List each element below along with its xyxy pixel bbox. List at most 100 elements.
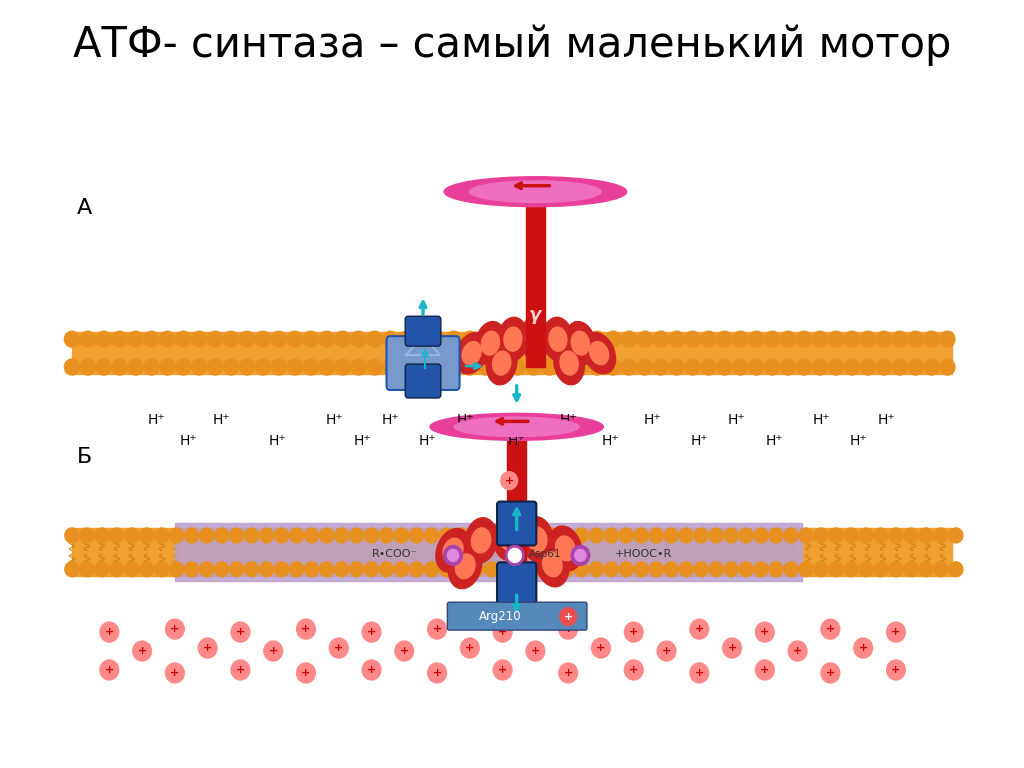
Text: R•COO⁻: R•COO⁻: [373, 549, 418, 559]
Circle shape: [625, 660, 643, 680]
Circle shape: [469, 562, 483, 577]
Circle shape: [303, 359, 318, 375]
Text: Arg210: Arg210: [478, 610, 521, 623]
Circle shape: [934, 562, 948, 577]
Text: +: +: [367, 665, 376, 675]
Ellipse shape: [465, 518, 498, 563]
Text: +: +: [563, 668, 572, 678]
Circle shape: [784, 528, 798, 543]
Bar: [72, 333, 952, 374]
Circle shape: [780, 331, 796, 347]
Circle shape: [542, 331, 557, 347]
Circle shape: [649, 562, 664, 577]
Circle shape: [100, 660, 119, 680]
Circle shape: [526, 359, 541, 375]
Text: H⁺: H⁺: [601, 434, 620, 448]
Circle shape: [701, 331, 716, 347]
Circle shape: [494, 622, 512, 642]
Circle shape: [365, 562, 379, 577]
Circle shape: [545, 562, 558, 577]
Ellipse shape: [571, 331, 590, 355]
Circle shape: [367, 359, 382, 375]
Circle shape: [854, 638, 872, 658]
Circle shape: [380, 528, 393, 543]
Circle shape: [264, 641, 283, 661]
Ellipse shape: [494, 515, 525, 561]
Text: H⁺: H⁺: [559, 413, 577, 427]
Circle shape: [184, 562, 199, 577]
Text: +: +: [170, 668, 179, 678]
Circle shape: [351, 331, 366, 347]
Text: H⁺: H⁺: [878, 413, 895, 427]
Circle shape: [65, 331, 80, 347]
Circle shape: [223, 331, 239, 347]
Text: H⁺: H⁺: [147, 413, 165, 427]
Bar: [526, 203, 545, 367]
Text: +: +: [662, 646, 671, 656]
Text: +HOOC•R: +HOOC•R: [614, 549, 672, 559]
Circle shape: [887, 660, 905, 680]
Circle shape: [274, 562, 289, 577]
Circle shape: [484, 562, 499, 577]
Ellipse shape: [456, 554, 475, 578]
Ellipse shape: [456, 333, 488, 374]
Circle shape: [765, 359, 780, 375]
Circle shape: [701, 359, 716, 375]
Circle shape: [274, 528, 289, 543]
Circle shape: [80, 562, 94, 577]
Circle shape: [754, 562, 768, 577]
Circle shape: [784, 562, 798, 577]
Ellipse shape: [462, 342, 481, 365]
Text: +: +: [236, 665, 245, 675]
Circle shape: [526, 641, 545, 661]
Circle shape: [494, 660, 512, 680]
FancyBboxPatch shape: [386, 336, 460, 390]
Circle shape: [80, 331, 95, 347]
Circle shape: [529, 562, 544, 577]
Text: +: +: [563, 611, 572, 621]
Circle shape: [859, 528, 873, 543]
Circle shape: [559, 619, 578, 639]
Circle shape: [443, 545, 463, 565]
Circle shape: [620, 562, 633, 577]
Circle shape: [813, 331, 827, 347]
Ellipse shape: [449, 544, 482, 588]
Circle shape: [508, 548, 521, 562]
Circle shape: [828, 359, 844, 375]
Circle shape: [319, 562, 334, 577]
Circle shape: [304, 562, 318, 577]
Circle shape: [717, 359, 732, 375]
Circle shape: [125, 528, 139, 543]
Circle shape: [380, 562, 393, 577]
Ellipse shape: [521, 517, 553, 562]
Text: +: +: [530, 646, 540, 656]
Circle shape: [649, 528, 664, 543]
Ellipse shape: [556, 536, 575, 561]
Circle shape: [349, 528, 364, 543]
Ellipse shape: [443, 538, 463, 563]
Text: H⁺: H⁺: [353, 434, 371, 448]
Circle shape: [574, 528, 589, 543]
Circle shape: [604, 528, 618, 543]
Circle shape: [529, 528, 544, 543]
Circle shape: [144, 359, 159, 375]
Circle shape: [558, 359, 572, 375]
Ellipse shape: [481, 331, 500, 355]
Circle shape: [685, 359, 700, 375]
Circle shape: [924, 359, 939, 375]
Circle shape: [625, 622, 643, 642]
Circle shape: [95, 562, 109, 577]
Circle shape: [739, 528, 753, 543]
Text: +: +: [596, 643, 605, 653]
Text: +: +: [727, 643, 736, 653]
Text: +: +: [399, 646, 409, 656]
Circle shape: [176, 331, 190, 347]
Circle shape: [484, 528, 499, 543]
Ellipse shape: [455, 417, 579, 436]
Circle shape: [65, 562, 79, 577]
Text: +: +: [432, 668, 441, 678]
Circle shape: [723, 638, 741, 658]
Text: +: +: [432, 624, 441, 634]
Circle shape: [574, 562, 589, 577]
Circle shape: [877, 359, 891, 375]
